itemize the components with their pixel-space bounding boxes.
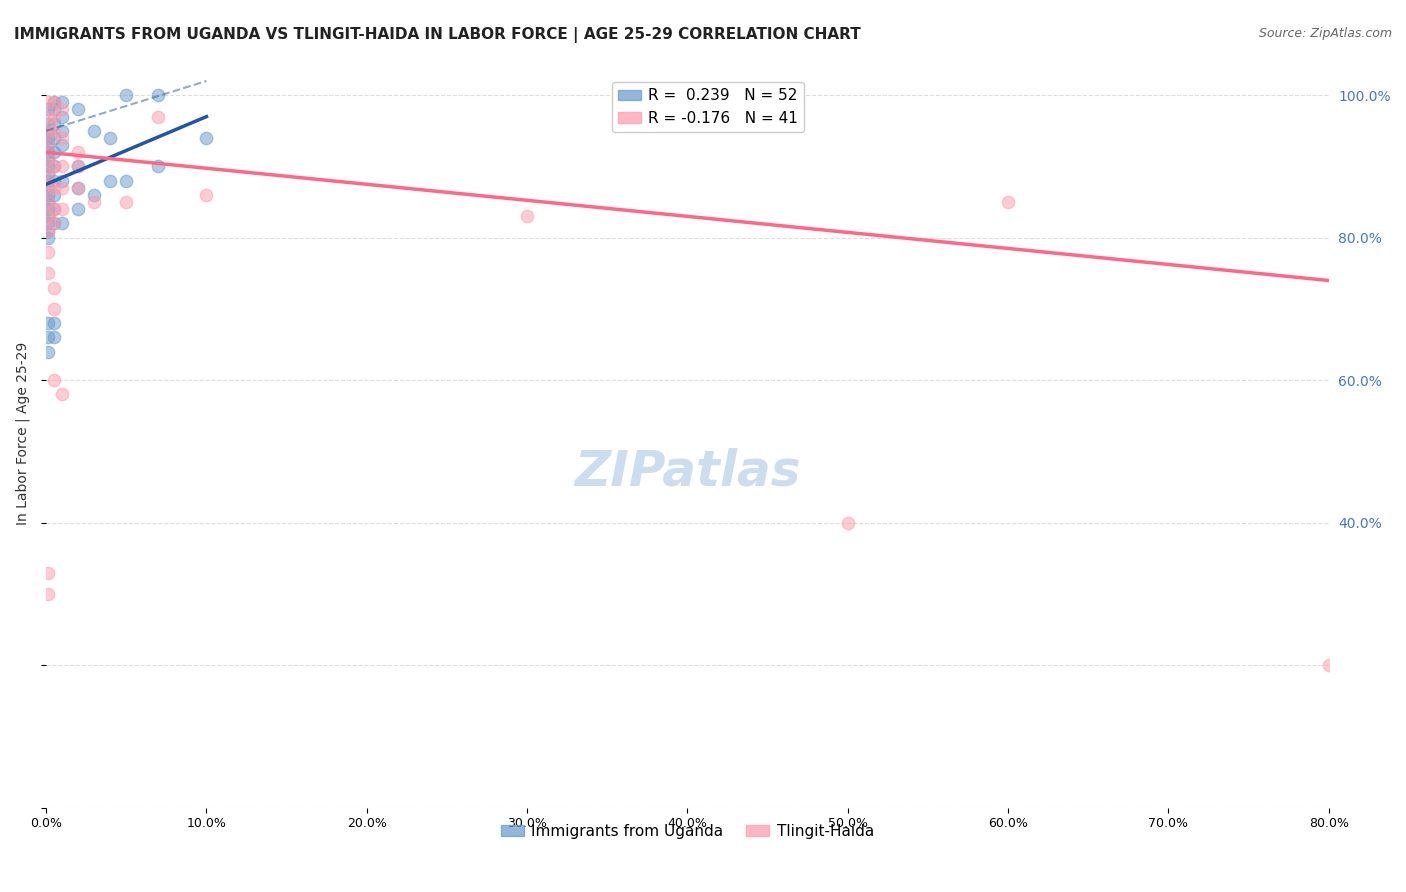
Point <box>37 195 59 210</box>
Point <box>44 160 66 174</box>
Point <box>67 181 90 195</box>
Point <box>37 138 59 153</box>
Point <box>516 210 538 224</box>
Point <box>37 117 59 131</box>
Point <box>997 195 1019 210</box>
Legend: Immigrants from Uganda, Tlingit-Haida: Immigrants from Uganda, Tlingit-Haida <box>495 818 880 845</box>
Point <box>67 181 90 195</box>
Point <box>51 160 73 174</box>
Point <box>195 131 218 145</box>
Point <box>44 95 66 110</box>
Point <box>83 188 105 202</box>
Point <box>67 202 90 217</box>
Point <box>44 145 66 160</box>
Point <box>195 188 218 202</box>
Point <box>44 181 66 195</box>
Point <box>51 95 73 110</box>
Point <box>37 217 59 231</box>
Point <box>51 138 73 153</box>
Point <box>37 587 59 601</box>
Point <box>44 174 66 188</box>
Point <box>37 167 59 181</box>
Point <box>51 387 73 401</box>
Point <box>44 188 66 202</box>
Point <box>44 117 66 131</box>
Point <box>37 202 59 217</box>
Point <box>44 280 66 294</box>
Point <box>1317 658 1340 673</box>
Point <box>44 202 66 217</box>
Point <box>37 167 59 181</box>
Point <box>37 160 59 174</box>
Point <box>51 131 73 145</box>
Point <box>37 181 59 195</box>
Point <box>67 103 90 117</box>
Point <box>37 153 59 167</box>
Point <box>67 160 90 174</box>
Point <box>44 301 66 316</box>
Point <box>67 145 90 160</box>
Point <box>44 110 66 124</box>
Point <box>115 195 138 210</box>
Point <box>98 174 121 188</box>
Point <box>44 373 66 387</box>
Point <box>37 103 59 117</box>
Point <box>44 330 66 344</box>
Point <box>51 124 73 138</box>
Point <box>37 110 59 124</box>
Point <box>83 124 105 138</box>
Point <box>37 231 59 245</box>
Point <box>837 516 859 530</box>
Point <box>37 224 59 238</box>
Point <box>37 153 59 167</box>
Point <box>51 202 73 217</box>
Point <box>37 124 59 138</box>
Point <box>37 145 59 160</box>
Point <box>51 181 73 195</box>
Point <box>37 131 59 145</box>
Point <box>44 124 66 138</box>
Point <box>148 160 170 174</box>
Point <box>44 95 66 110</box>
Point <box>37 181 59 195</box>
Point <box>37 195 59 210</box>
Point <box>37 224 59 238</box>
Point <box>51 103 73 117</box>
Point <box>51 110 73 124</box>
Text: ZIPatlas: ZIPatlas <box>574 447 800 495</box>
Point <box>44 202 66 217</box>
Point <box>83 195 105 210</box>
Point <box>51 174 73 188</box>
Point <box>44 217 66 231</box>
Point <box>115 174 138 188</box>
Point <box>44 131 66 145</box>
Point <box>44 316 66 330</box>
Point <box>37 95 59 110</box>
Point <box>37 316 59 330</box>
Point <box>148 110 170 124</box>
Point <box>51 217 73 231</box>
Point <box>37 330 59 344</box>
Point <box>98 131 121 145</box>
Point <box>37 210 59 224</box>
Point <box>115 88 138 103</box>
Point <box>37 566 59 580</box>
Point <box>44 217 66 231</box>
Point <box>37 174 59 188</box>
Point <box>37 188 59 202</box>
Point <box>37 244 59 259</box>
Text: Source: ZipAtlas.com: Source: ZipAtlas.com <box>1258 27 1392 40</box>
Point <box>67 160 90 174</box>
Point <box>37 344 59 359</box>
Point <box>44 103 66 117</box>
Point <box>37 266 59 280</box>
Y-axis label: In Labor Force | Age 25-29: In Labor Force | Age 25-29 <box>15 342 30 525</box>
Point <box>37 210 59 224</box>
Point <box>148 88 170 103</box>
Point <box>37 124 59 138</box>
Text: IMMIGRANTS FROM UGANDA VS TLINGIT-HAIDA IN LABOR FORCE | AGE 25-29 CORRELATION C: IMMIGRANTS FROM UGANDA VS TLINGIT-HAIDA … <box>14 27 860 43</box>
Point <box>44 160 66 174</box>
Point <box>37 138 59 153</box>
